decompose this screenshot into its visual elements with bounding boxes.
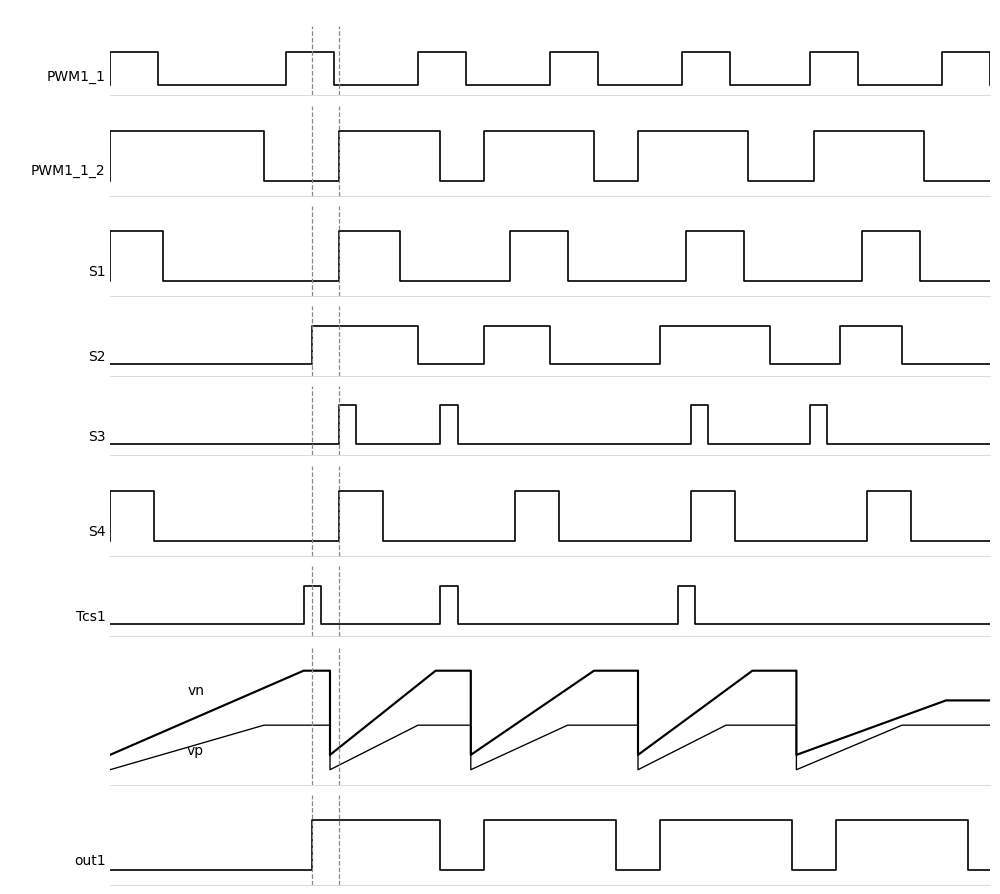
Text: S4: S4	[88, 524, 106, 538]
Text: out1: out1	[74, 853, 106, 867]
Text: S2: S2	[88, 350, 106, 364]
Text: PWM1_1_2: PWM1_1_2	[31, 164, 106, 178]
Text: PWM1_1: PWM1_1	[47, 70, 106, 84]
Text: S3: S3	[88, 429, 106, 443]
Text: S1: S1	[88, 265, 106, 279]
Text: vp: vp	[187, 743, 204, 757]
Text: vn: vn	[187, 684, 204, 697]
Text: Tcs1: Tcs1	[76, 610, 106, 623]
